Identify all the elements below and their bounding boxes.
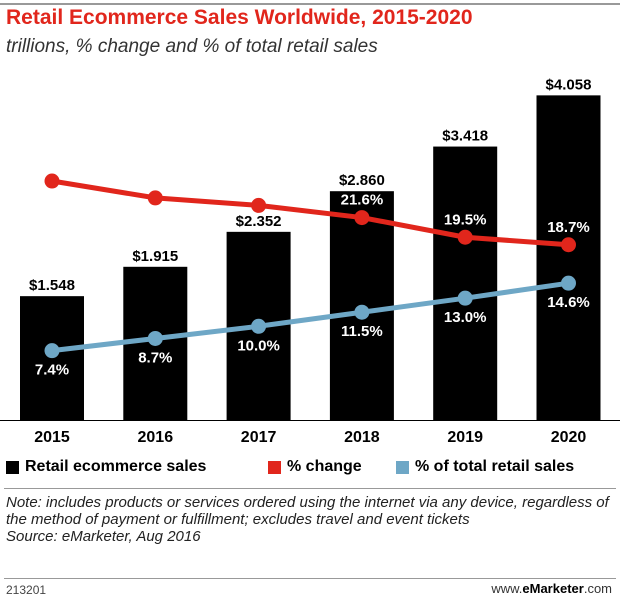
bar-2020 — [536, 95, 601, 421]
change-point-2018 — [354, 210, 370, 226]
legend-swatch-change — [268, 460, 281, 474]
x-tick-label-2017: 2017 — [241, 429, 277, 446]
footnote: Note: includes products or services orde… — [6, 494, 614, 545]
legend-swatch-sales — [6, 460, 19, 474]
change-point-2015 — [44, 173, 60, 189]
chart-subtitle: trillions, % change and % of total retai… — [6, 36, 378, 57]
legend-label-change: % change — [287, 458, 362, 475]
change-point-2019 — [457, 229, 473, 245]
change-point-2017 — [251, 197, 267, 213]
legend-item-sales: Retail ecommerce sales — [6, 458, 206, 476]
chart-area: $1.548 2015 $1.915 2016 $2.352 2017 $2.860 2018… — [0, 76, 620, 446]
site-suffix: .com — [583, 581, 612, 596]
share-point-2015 — [44, 343, 60, 359]
source-text: Source: eMarketer, Aug 2016 — [6, 528, 201, 545]
change-label-2020: 18.7% — [547, 219, 590, 236]
site-credit[interactable]: www.eMarketer.com — [491, 581, 612, 596]
share-point-2018 — [354, 304, 370, 320]
share-label-2018: 11.5% — [341, 323, 383, 340]
footer-divider — [4, 578, 616, 579]
top-rule — [0, 3, 620, 5]
share-point-2017 — [251, 318, 267, 334]
share-point-2020 — [561, 275, 576, 291]
legend: Retail ecommerce sales % change % of tot… — [6, 458, 616, 480]
note-divider — [4, 488, 616, 489]
chart-title: Retail Ecommerce Sales Worldwide, 2015-2… — [6, 6, 473, 29]
share-point-2016 — [147, 330, 163, 346]
legend-label-sales: Retail ecommerce sales — [25, 458, 207, 475]
share-label-2016: 8.7% — [138, 349, 172, 366]
bar-value-label-2019: $3.418 — [442, 128, 488, 145]
change-label-2015: 25.5% — [31, 155, 74, 172]
change-label-2017: 22.9% — [237, 179, 280, 196]
bar-2019 — [433, 146, 498, 420]
change-point-2020 — [561, 237, 576, 253]
legend-label-share: % of total retail sales — [415, 458, 575, 475]
legend-item-share: % of total retail sales — [396, 458, 574, 476]
share-point-2019 — [457, 290, 473, 306]
bar-value-label-2015: $1.548 — [29, 277, 75, 294]
bar-value-label-2020: $4.058 — [546, 76, 592, 93]
bar-value-label-2016: $1.915 — [132, 248, 178, 265]
bar-value-label-2018: $2.860 — [339, 172, 385, 189]
x-tick-label-2018: 2018 — [344, 429, 380, 446]
x-tick-label-2019: 2019 — [447, 429, 483, 446]
x-tick-label-2015: 2015 — [34, 429, 70, 446]
bar-value-label-2017: $2.352 — [236, 213, 282, 230]
legend-item-change: % change — [268, 458, 362, 476]
share-label-2020: 14.6% — [547, 294, 590, 311]
change-label-2019: 19.5% — [444, 211, 487, 228]
legend-swatch-share — [396, 460, 409, 474]
x-tick-label-2016: 2016 — [138, 429, 174, 446]
share-line — [51, 280, 569, 354]
change-label-2016: 23.7% — [134, 172, 177, 189]
change-label-2018: 21.6% — [341, 192, 384, 209]
change-line — [51, 178, 569, 248]
x-tick-label-2020: 2020 — [551, 429, 587, 446]
site-brand: eMarketer — [522, 581, 584, 596]
share-label-2017: 10.0% — [237, 337, 280, 354]
share-label-2015: 7.4% — [35, 362, 69, 379]
site-prefix: www. — [491, 581, 523, 596]
change-point-2016 — [147, 190, 163, 206]
chart-id: 213201 — [6, 583, 47, 597]
share-label-2019: 13.0% — [444, 309, 487, 326]
footnote-text: Note: includes products or services orde… — [6, 494, 609, 528]
